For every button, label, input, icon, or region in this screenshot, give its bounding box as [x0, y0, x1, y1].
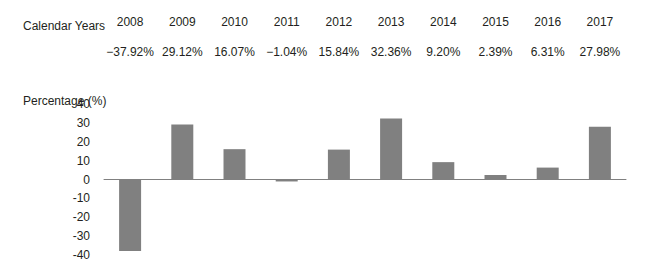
svg-text:6.31%: 6.31% — [531, 45, 565, 59]
svg-text:10: 10 — [77, 154, 91, 168]
svg-text:-20: -20 — [73, 210, 91, 224]
svg-text:-40: -40 — [73, 248, 91, 262]
svg-text:2014: 2014 — [430, 15, 457, 29]
svg-text:-30: -30 — [73, 229, 91, 243]
svg-text:2015: 2015 — [482, 15, 509, 29]
svg-text:2011: 2011 — [274, 15, 300, 29]
svg-text:2013: 2013 — [378, 15, 405, 29]
svg-text:Percentage (%): Percentage (%) — [23, 94, 106, 108]
svg-text:−37.92%: −37.92% — [106, 45, 154, 59]
svg-text:0: 0 — [83, 173, 90, 187]
svg-text:27.98%: 27.98% — [580, 45, 621, 59]
svg-text:-10: -10 — [73, 191, 91, 205]
svg-text:16.07%: 16.07% — [214, 45, 255, 59]
svg-text:2009: 2009 — [169, 15, 196, 29]
svg-text:2017: 2017 — [587, 15, 614, 29]
svg-text:9.20%: 9.20% — [426, 45, 460, 59]
svg-text:32.36%: 32.36% — [371, 45, 412, 59]
svg-text:−1.04%: −1.04% — [266, 45, 307, 59]
svg-text:2010: 2010 — [221, 15, 248, 29]
svg-text:15.84%: 15.84% — [319, 45, 360, 59]
svg-text:2012: 2012 — [326, 15, 353, 29]
svg-text:2016: 2016 — [534, 15, 561, 29]
svg-text:20: 20 — [77, 135, 91, 149]
svg-text:30: 30 — [77, 116, 91, 130]
svg-text:Calendar Years: Calendar Years — [23, 19, 105, 33]
svg-text:2.39%: 2.39% — [478, 45, 512, 59]
svg-text:29.12%: 29.12% — [162, 45, 203, 59]
svg-text:2008: 2008 — [117, 15, 144, 29]
